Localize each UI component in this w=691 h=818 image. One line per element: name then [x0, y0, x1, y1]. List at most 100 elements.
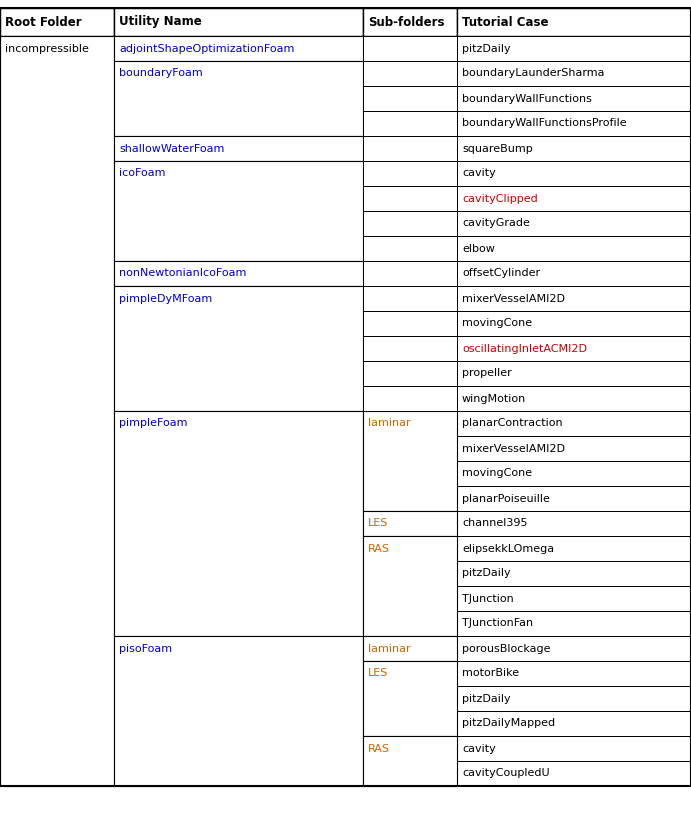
Bar	[363, 311, 457, 336]
Bar	[363, 86, 457, 111]
Text: porousBlockage: porousBlockage	[462, 644, 551, 654]
Text: movingCone: movingCone	[462, 469, 532, 479]
Bar	[457, 261, 691, 286]
Bar	[363, 111, 457, 136]
Text: LES: LES	[368, 668, 388, 678]
Bar	[363, 8, 457, 36]
Bar	[363, 186, 457, 211]
Text: shallowWaterFoam: shallowWaterFoam	[119, 143, 225, 154]
Bar	[363, 536, 457, 636]
Text: channel395: channel395	[462, 519, 527, 528]
Bar	[363, 36, 457, 61]
Bar	[363, 361, 457, 386]
Text: motorBike: motorBike	[462, 668, 519, 678]
Bar	[363, 411, 457, 511]
Bar	[363, 386, 457, 411]
Text: laminar: laminar	[368, 419, 410, 429]
Text: laminar: laminar	[368, 644, 410, 654]
Bar	[457, 636, 691, 661]
Bar	[457, 361, 691, 386]
Bar	[457, 711, 691, 736]
Bar	[114, 8, 363, 36]
Text: planarContraction: planarContraction	[462, 419, 562, 429]
Bar	[457, 311, 691, 336]
Bar	[363, 236, 457, 261]
Bar	[363, 511, 457, 536]
Bar	[457, 61, 691, 86]
Text: Root Folder: Root Folder	[5, 16, 82, 29]
Bar	[114, 411, 363, 636]
Text: boundaryWallFunctions: boundaryWallFunctions	[462, 93, 592, 104]
Text: pitzDaily: pitzDaily	[462, 43, 511, 53]
Bar	[363, 661, 457, 736]
Bar	[457, 661, 691, 686]
Text: pitzDaily: pitzDaily	[462, 569, 511, 578]
Bar	[457, 536, 691, 561]
Text: Sub-folders: Sub-folders	[368, 16, 444, 29]
Text: RAS: RAS	[368, 543, 390, 554]
Bar	[457, 736, 691, 761]
Bar	[457, 186, 691, 211]
Bar	[114, 136, 363, 161]
Bar	[363, 636, 457, 661]
Text: oscillatingInletACMI2D: oscillatingInletACMI2D	[462, 344, 587, 353]
Text: pimpleFoam: pimpleFoam	[119, 419, 187, 429]
Bar	[114, 286, 363, 411]
Text: Tutorial Case: Tutorial Case	[462, 16, 549, 29]
Bar	[457, 761, 691, 786]
Text: pisoFoam: pisoFoam	[119, 644, 172, 654]
Text: Utility Name: Utility Name	[119, 16, 202, 29]
Text: mixerVesselAMI2D: mixerVesselAMI2D	[462, 294, 565, 303]
Text: adjointShapeOptimizationFoam: adjointShapeOptimizationFoam	[119, 43, 294, 53]
Bar	[457, 161, 691, 186]
Text: icoFoam: icoFoam	[119, 169, 166, 178]
Bar	[363, 161, 457, 186]
Bar	[457, 511, 691, 536]
Bar	[457, 236, 691, 261]
Bar	[0, 8, 114, 36]
Text: boundaryLaunderSharma: boundaryLaunderSharma	[462, 69, 605, 79]
Text: elbow: elbow	[462, 244, 495, 254]
Text: pitzDaily: pitzDaily	[462, 694, 511, 703]
Bar	[114, 636, 363, 786]
Bar	[457, 436, 691, 461]
Text: cavityGrade: cavityGrade	[462, 218, 530, 228]
Text: pitzDailyMapped: pitzDailyMapped	[462, 718, 555, 729]
Bar	[363, 286, 457, 311]
Text: RAS: RAS	[368, 744, 390, 753]
Bar	[457, 411, 691, 436]
Bar	[363, 136, 457, 161]
Text: TJunction: TJunction	[462, 594, 513, 604]
Bar	[114, 61, 363, 136]
Text: boundaryWallFunctionsProfile: boundaryWallFunctionsProfile	[462, 119, 627, 128]
Text: incompressible: incompressible	[5, 43, 89, 53]
Bar	[457, 8, 691, 36]
Bar	[114, 161, 363, 261]
Text: nonNewtonianIcoFoam: nonNewtonianIcoFoam	[119, 268, 247, 278]
Text: elipsekkLOmega: elipsekkLOmega	[462, 543, 554, 554]
Bar	[457, 211, 691, 236]
Text: squareBump: squareBump	[462, 143, 533, 154]
Text: boundaryFoam: boundaryFoam	[119, 69, 202, 79]
Bar	[457, 86, 691, 111]
Text: propeller: propeller	[462, 368, 512, 379]
Text: movingCone: movingCone	[462, 318, 532, 329]
Text: wingMotion: wingMotion	[462, 393, 527, 403]
Bar	[457, 561, 691, 586]
Text: LES: LES	[368, 519, 388, 528]
Text: pimpleDyMFoam: pimpleDyMFoam	[119, 294, 212, 303]
Bar	[0, 36, 114, 786]
Text: planarPoiseuille: planarPoiseuille	[462, 493, 550, 504]
Text: cavity: cavity	[462, 169, 495, 178]
Bar	[457, 336, 691, 361]
Text: cavityClipped: cavityClipped	[462, 194, 538, 204]
Bar	[457, 136, 691, 161]
Bar	[457, 36, 691, 61]
Bar	[363, 336, 457, 361]
Bar	[457, 286, 691, 311]
Bar	[363, 261, 457, 286]
Bar	[363, 211, 457, 236]
Bar	[457, 386, 691, 411]
Bar	[457, 111, 691, 136]
Bar	[457, 461, 691, 486]
